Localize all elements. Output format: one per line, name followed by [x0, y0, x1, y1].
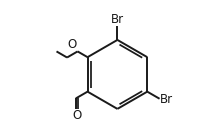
Text: O: O [72, 109, 82, 122]
Text: O: O [68, 38, 77, 51]
Text: Br: Br [160, 93, 173, 106]
Text: Br: Br [111, 13, 124, 26]
